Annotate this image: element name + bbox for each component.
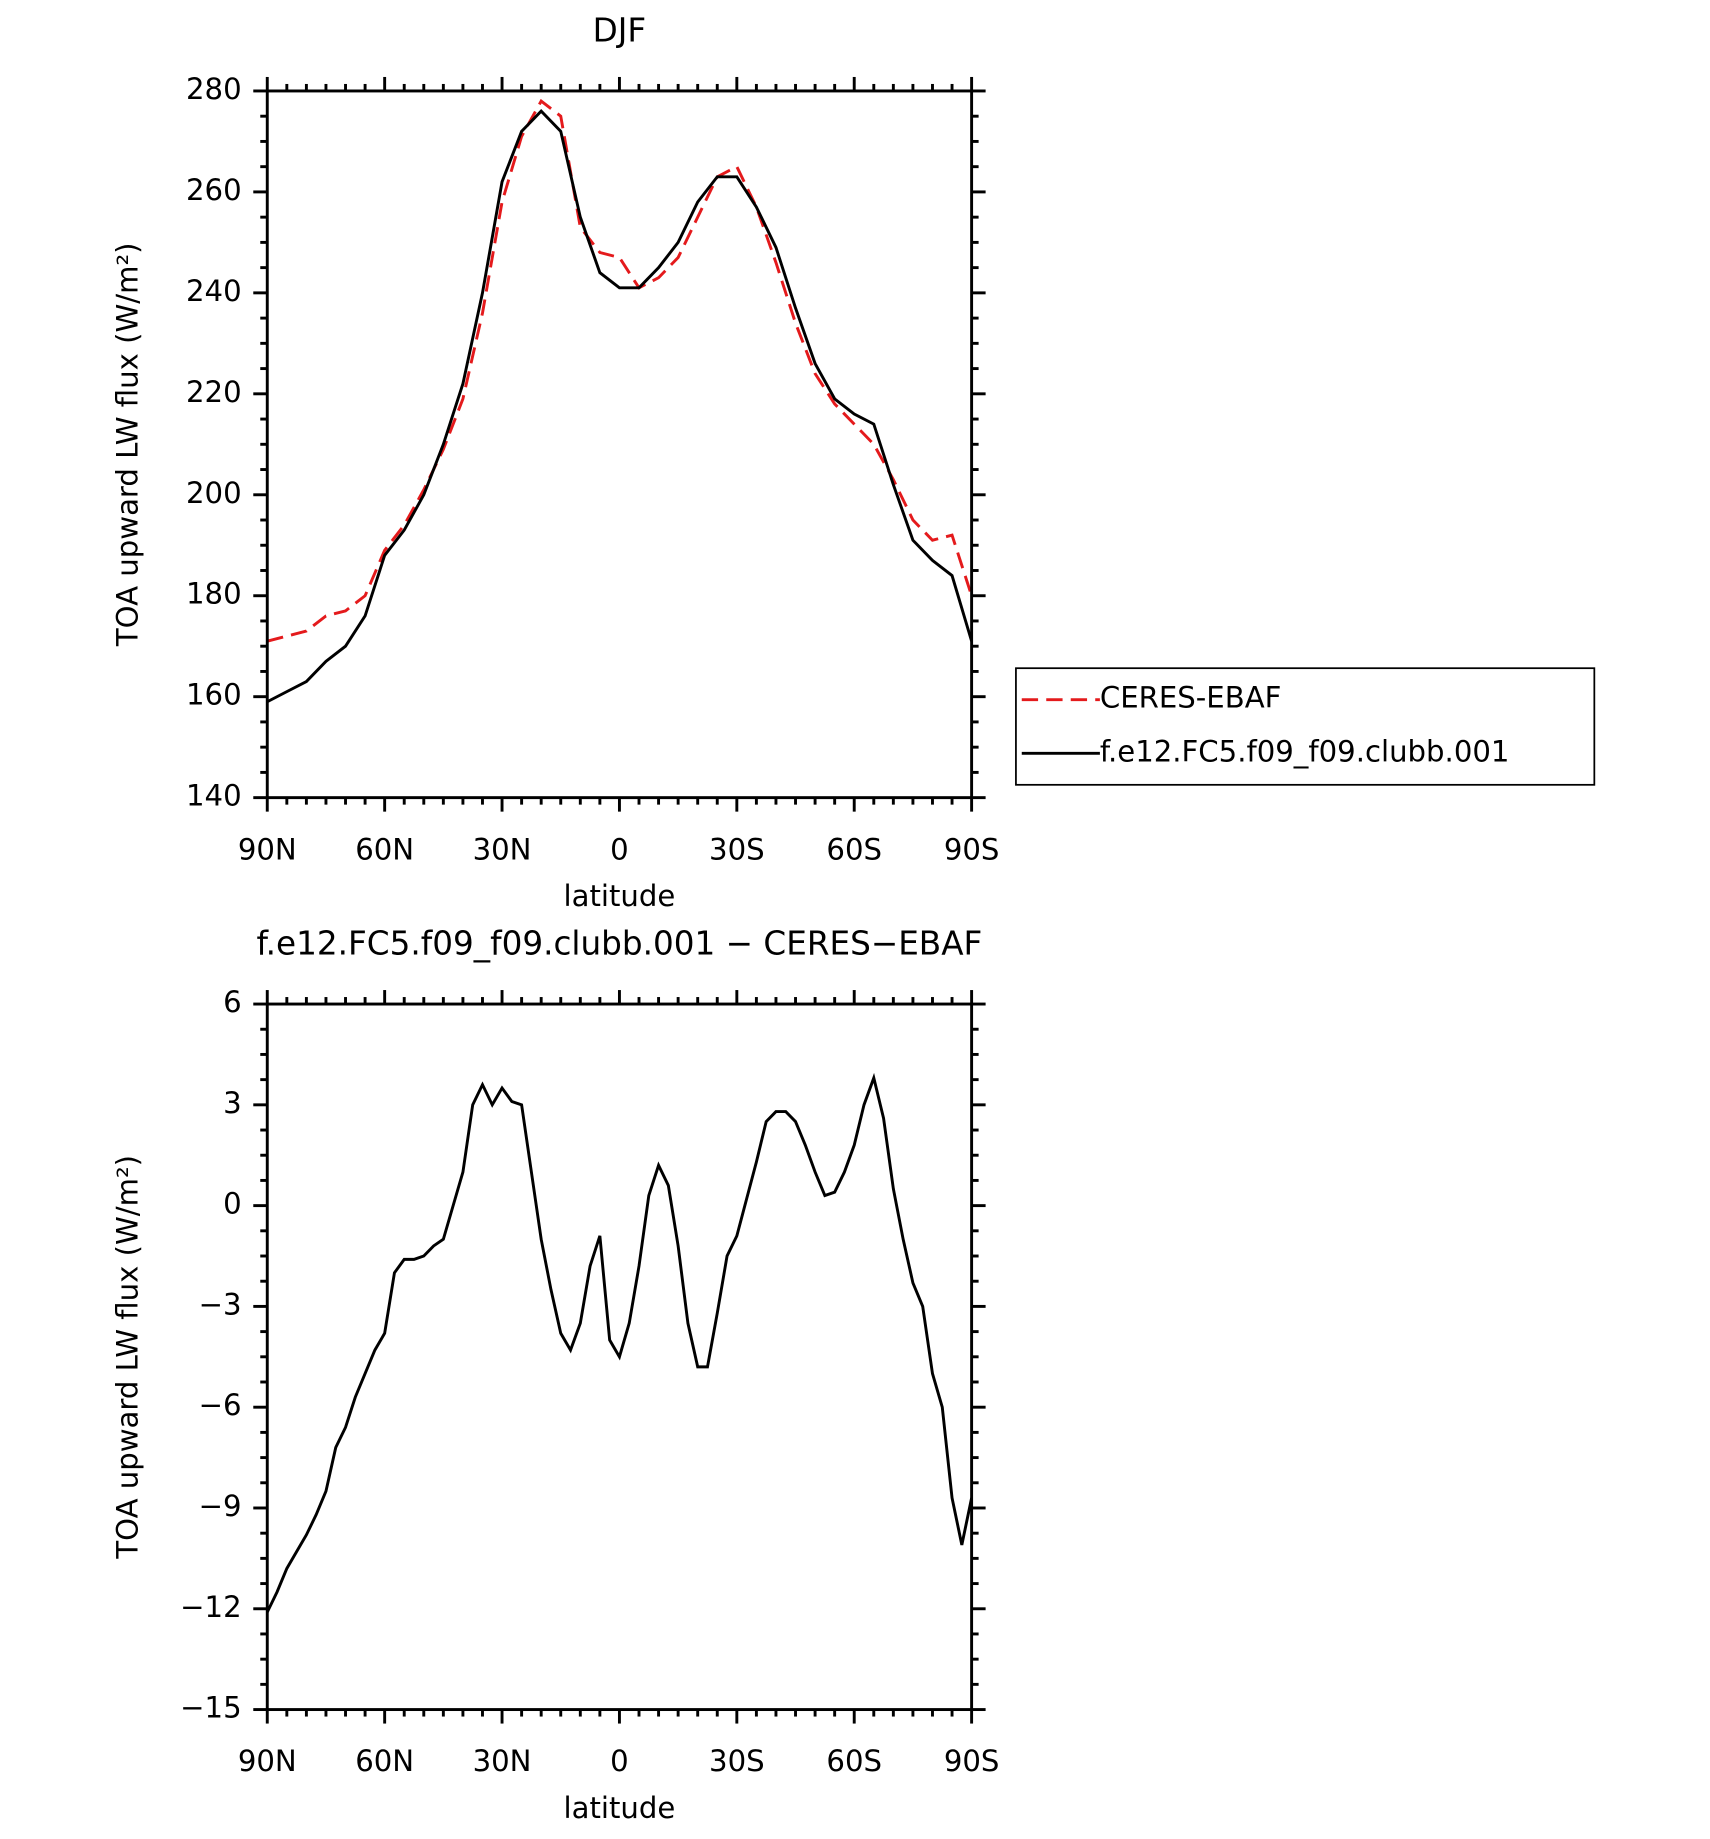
x-tick-label: 0 [610, 832, 629, 866]
legend-label: CERES-EBAF [1100, 681, 1282, 715]
y-tick-label: 220 [186, 375, 242, 409]
y-tick-label: 240 [186, 274, 242, 308]
data-line [266, 98, 974, 643]
y-tick-label: 0 [223, 1187, 242, 1221]
y-tick-label: 260 [186, 173, 242, 207]
x-tick-label: 30S [709, 1744, 765, 1778]
y-tick-label: 200 [186, 476, 242, 510]
chart-title: f.e12.FC5.f09_f09.clubb.001 − CERES−EBAF [257, 925, 983, 963]
y-axis-label: TOA upward LW flux (W/m²) [111, 1155, 145, 1560]
data-line [266, 109, 974, 704]
plot-frame [265, 1002, 974, 1712]
y-tick-label: −15 [180, 1691, 242, 1725]
x-tick-label: 0 [610, 1744, 629, 1778]
x-tick-label: 30N [473, 1744, 532, 1778]
x-tick-label: 60N [355, 1744, 414, 1778]
y-tick-label: 280 [186, 72, 242, 106]
data-line [265, 1072, 974, 1613]
y-tick-label: 140 [186, 779, 242, 813]
x-tick-label: 90S [944, 1744, 1000, 1778]
legend-label: f.e12.FC5.f09_f09.clubb.001 [1100, 734, 1510, 768]
x-tick-label: 30S [709, 832, 765, 866]
chart-title: DJF [593, 12, 647, 50]
x-tick-label: 60S [826, 832, 882, 866]
x-tick-label: 30N [473, 832, 532, 866]
x-tick-label: 90N [238, 1744, 297, 1778]
y-tick-label: −12 [180, 1590, 242, 1624]
y-tick-label: −6 [199, 1388, 242, 1422]
y-tick-label: −9 [199, 1489, 242, 1523]
x-tick-label: 90S [944, 832, 1000, 866]
y-tick-label: 3 [223, 1086, 242, 1120]
x-tick-label: 60S [826, 1744, 882, 1778]
y-tick-label: 180 [186, 577, 242, 611]
y-tick-label: −3 [199, 1287, 242, 1321]
x-tick-label: 60N [355, 832, 414, 866]
x-tick-label: 90N [238, 832, 297, 866]
y-axis-label: TOA upward LW flux (W/m²) [111, 242, 145, 647]
y-tick-label: 6 [223, 985, 242, 1019]
y-tick-label: 160 [186, 678, 242, 712]
x-axis-label: latitude [564, 879, 676, 913]
legend-box [1015, 667, 1596, 786]
x-axis-label: latitude [564, 1791, 676, 1825]
plot-frame [265, 89, 974, 800]
